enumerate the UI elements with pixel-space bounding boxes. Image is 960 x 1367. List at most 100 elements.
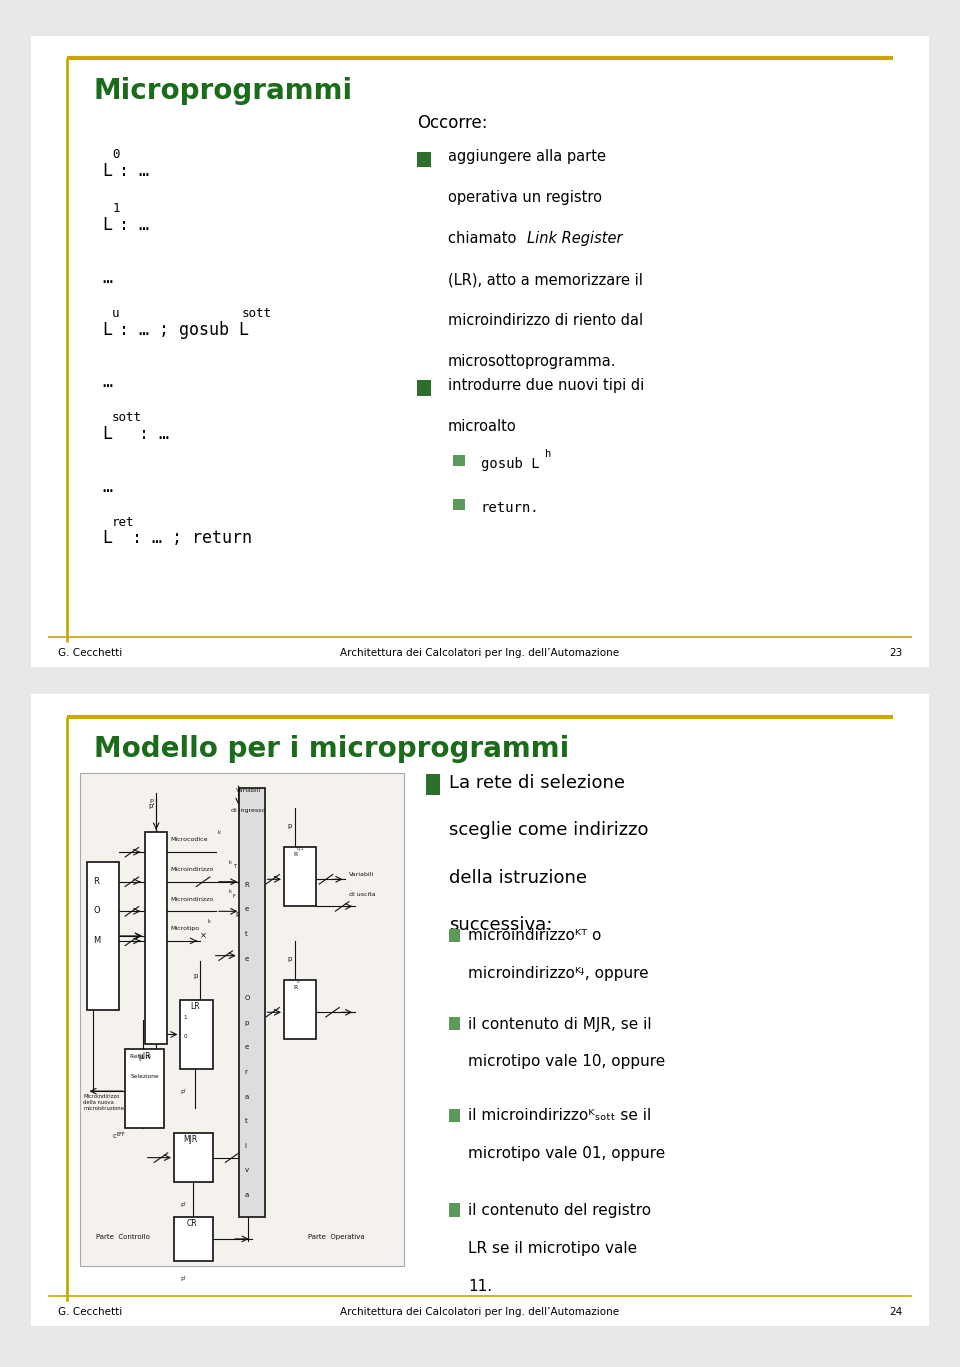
Text: : …: : … xyxy=(139,425,169,443)
Text: v: v xyxy=(245,1167,249,1173)
Text: microtipo vale 01, oppure: microtipo vale 01, oppure xyxy=(468,1146,665,1161)
Text: gosub L: gosub L xyxy=(481,457,540,470)
Text: sott: sott xyxy=(112,411,142,424)
Bar xyxy=(145,833,167,1044)
Bar xyxy=(417,152,431,167)
Text: successiva:: successiva: xyxy=(449,916,553,934)
Text: Microtipo: Microtipo xyxy=(171,925,200,931)
Text: 23: 23 xyxy=(889,648,902,658)
Text: p: p xyxy=(150,798,154,802)
Text: Q-1: Q-1 xyxy=(297,846,304,850)
Text: G. Cecchetti: G. Cecchetti xyxy=(58,648,122,658)
Text: Microprogrammi: Microprogrammi xyxy=(94,77,352,105)
Text: e: e xyxy=(245,1044,249,1050)
Text: Parte  Operativa: Parte Operativa xyxy=(308,1234,365,1240)
Bar xyxy=(174,1133,213,1182)
Text: microalto: microalto xyxy=(447,418,516,433)
Text: operativa un registro: operativa un registro xyxy=(447,190,602,205)
Text: Microindirizzo: Microindirizzo xyxy=(171,867,214,872)
Text: R: R xyxy=(93,876,99,886)
Text: 0: 0 xyxy=(297,980,300,984)
Bar xyxy=(284,848,316,906)
Text: il contenuto del registro: il contenuto del registro xyxy=(468,1203,652,1218)
Text: 0: 0 xyxy=(183,1035,187,1039)
Bar xyxy=(448,928,460,942)
Text: …: … xyxy=(103,373,112,391)
Text: a: a xyxy=(245,1192,249,1197)
Text: R: R xyxy=(293,852,298,857)
Bar xyxy=(448,1017,460,1031)
Bar xyxy=(284,980,316,1039)
Text: p: p xyxy=(287,823,292,828)
Text: r: r xyxy=(245,1069,248,1074)
Text: 0: 0 xyxy=(112,148,120,161)
Text: ×: × xyxy=(200,931,206,940)
Text: p': p' xyxy=(180,1275,186,1281)
Text: L: L xyxy=(103,529,112,547)
Bar xyxy=(174,1217,213,1262)
Text: u: u xyxy=(112,308,120,320)
Text: i: i xyxy=(245,1143,247,1148)
Text: LR se il microtipo vale: LR se il microtipo vale xyxy=(468,1241,637,1256)
Text: M: M xyxy=(93,936,101,945)
Text: Modello per i microprogrammi: Modello per i microprogrammi xyxy=(94,735,569,764)
Bar xyxy=(453,499,465,510)
Text: LR: LR xyxy=(190,1002,200,1012)
Text: T: T xyxy=(232,864,236,869)
Text: 11.: 11. xyxy=(468,1278,492,1293)
Text: L: L xyxy=(103,216,112,234)
Bar xyxy=(126,1050,164,1128)
Bar xyxy=(426,774,441,796)
Text: ret: ret xyxy=(112,515,134,529)
Text: F: F xyxy=(232,894,235,898)
Text: di uscita: di uscita xyxy=(348,891,375,897)
Text: Architettura dei Calcolatori per Ing. dell’Automazione: Architettura dei Calcolatori per Ing. de… xyxy=(341,1307,619,1316)
Bar xyxy=(180,1001,213,1069)
Text: Microindirizzo: Microindirizzo xyxy=(171,897,214,901)
Text: p: p xyxy=(193,973,198,979)
Text: O: O xyxy=(93,906,100,916)
Text: chiamato: chiamato xyxy=(447,231,520,246)
Text: La rete di selezione: La rete di selezione xyxy=(449,774,626,791)
Text: : …: : … xyxy=(119,161,149,180)
Text: 1: 1 xyxy=(112,202,120,215)
Text: microtipo vale 10, oppure: microtipo vale 10, oppure xyxy=(468,1054,665,1069)
Text: EFF: EFF xyxy=(117,1132,126,1137)
Bar xyxy=(239,789,265,1217)
Text: Occorre:: Occorre: xyxy=(417,115,488,133)
Text: p': p' xyxy=(180,1088,186,1094)
Text: Architettura dei Calcolatori per Ing. dell’Automazione: Architettura dei Calcolatori per Ing. de… xyxy=(341,648,619,658)
Text: p': p' xyxy=(148,802,155,809)
Text: aggiungere alla parte: aggiungere alla parte xyxy=(447,149,606,164)
Text: t: t xyxy=(245,1118,248,1124)
Text: microsottoprogramma.: microsottoprogramma. xyxy=(447,354,616,369)
Text: p: p xyxy=(245,1020,249,1025)
Text: Rete di: Rete di xyxy=(131,1054,151,1059)
Text: L: L xyxy=(103,425,112,443)
Text: k: k xyxy=(218,830,220,835)
Text: k: k xyxy=(228,890,231,894)
Text: e: e xyxy=(245,906,249,912)
Text: Selezione: Selezione xyxy=(131,1074,159,1079)
Text: h: h xyxy=(544,450,551,459)
Bar xyxy=(448,1203,460,1217)
Bar xyxy=(86,863,119,1010)
Text: microindirizzo di riento dal: microindirizzo di riento dal xyxy=(447,313,643,328)
Text: k: k xyxy=(207,919,210,924)
Text: il microindirizzoᴷₛₒₜₜ se il: il microindirizzoᴷₛₒₜₜ se il xyxy=(468,1109,652,1124)
Text: : … ; gosub L: : … ; gosub L xyxy=(119,321,249,339)
Text: sceglie come indirizzo: sceglie come indirizzo xyxy=(449,822,649,839)
Text: Variabili: Variabili xyxy=(236,789,261,793)
Text: L: L xyxy=(103,321,112,339)
Text: k: k xyxy=(228,860,231,865)
Text: Microindirizzo
della nuova
microistruzione: Microindirizzo della nuova microistruzio… xyxy=(84,1094,124,1111)
Text: CR: CR xyxy=(187,1219,198,1228)
Text: μIR: μIR xyxy=(138,1051,151,1061)
Text: p': p' xyxy=(180,1202,186,1207)
Text: …: … xyxy=(103,477,112,496)
Text: (LR), atto a memorizzare il: (LR), atto a memorizzare il xyxy=(447,272,642,287)
Text: 1: 1 xyxy=(183,1014,187,1020)
Text: di ingresso: di ingresso xyxy=(231,808,266,813)
Text: Parte  Controllo: Parte Controllo xyxy=(96,1234,150,1240)
Bar xyxy=(453,455,465,466)
